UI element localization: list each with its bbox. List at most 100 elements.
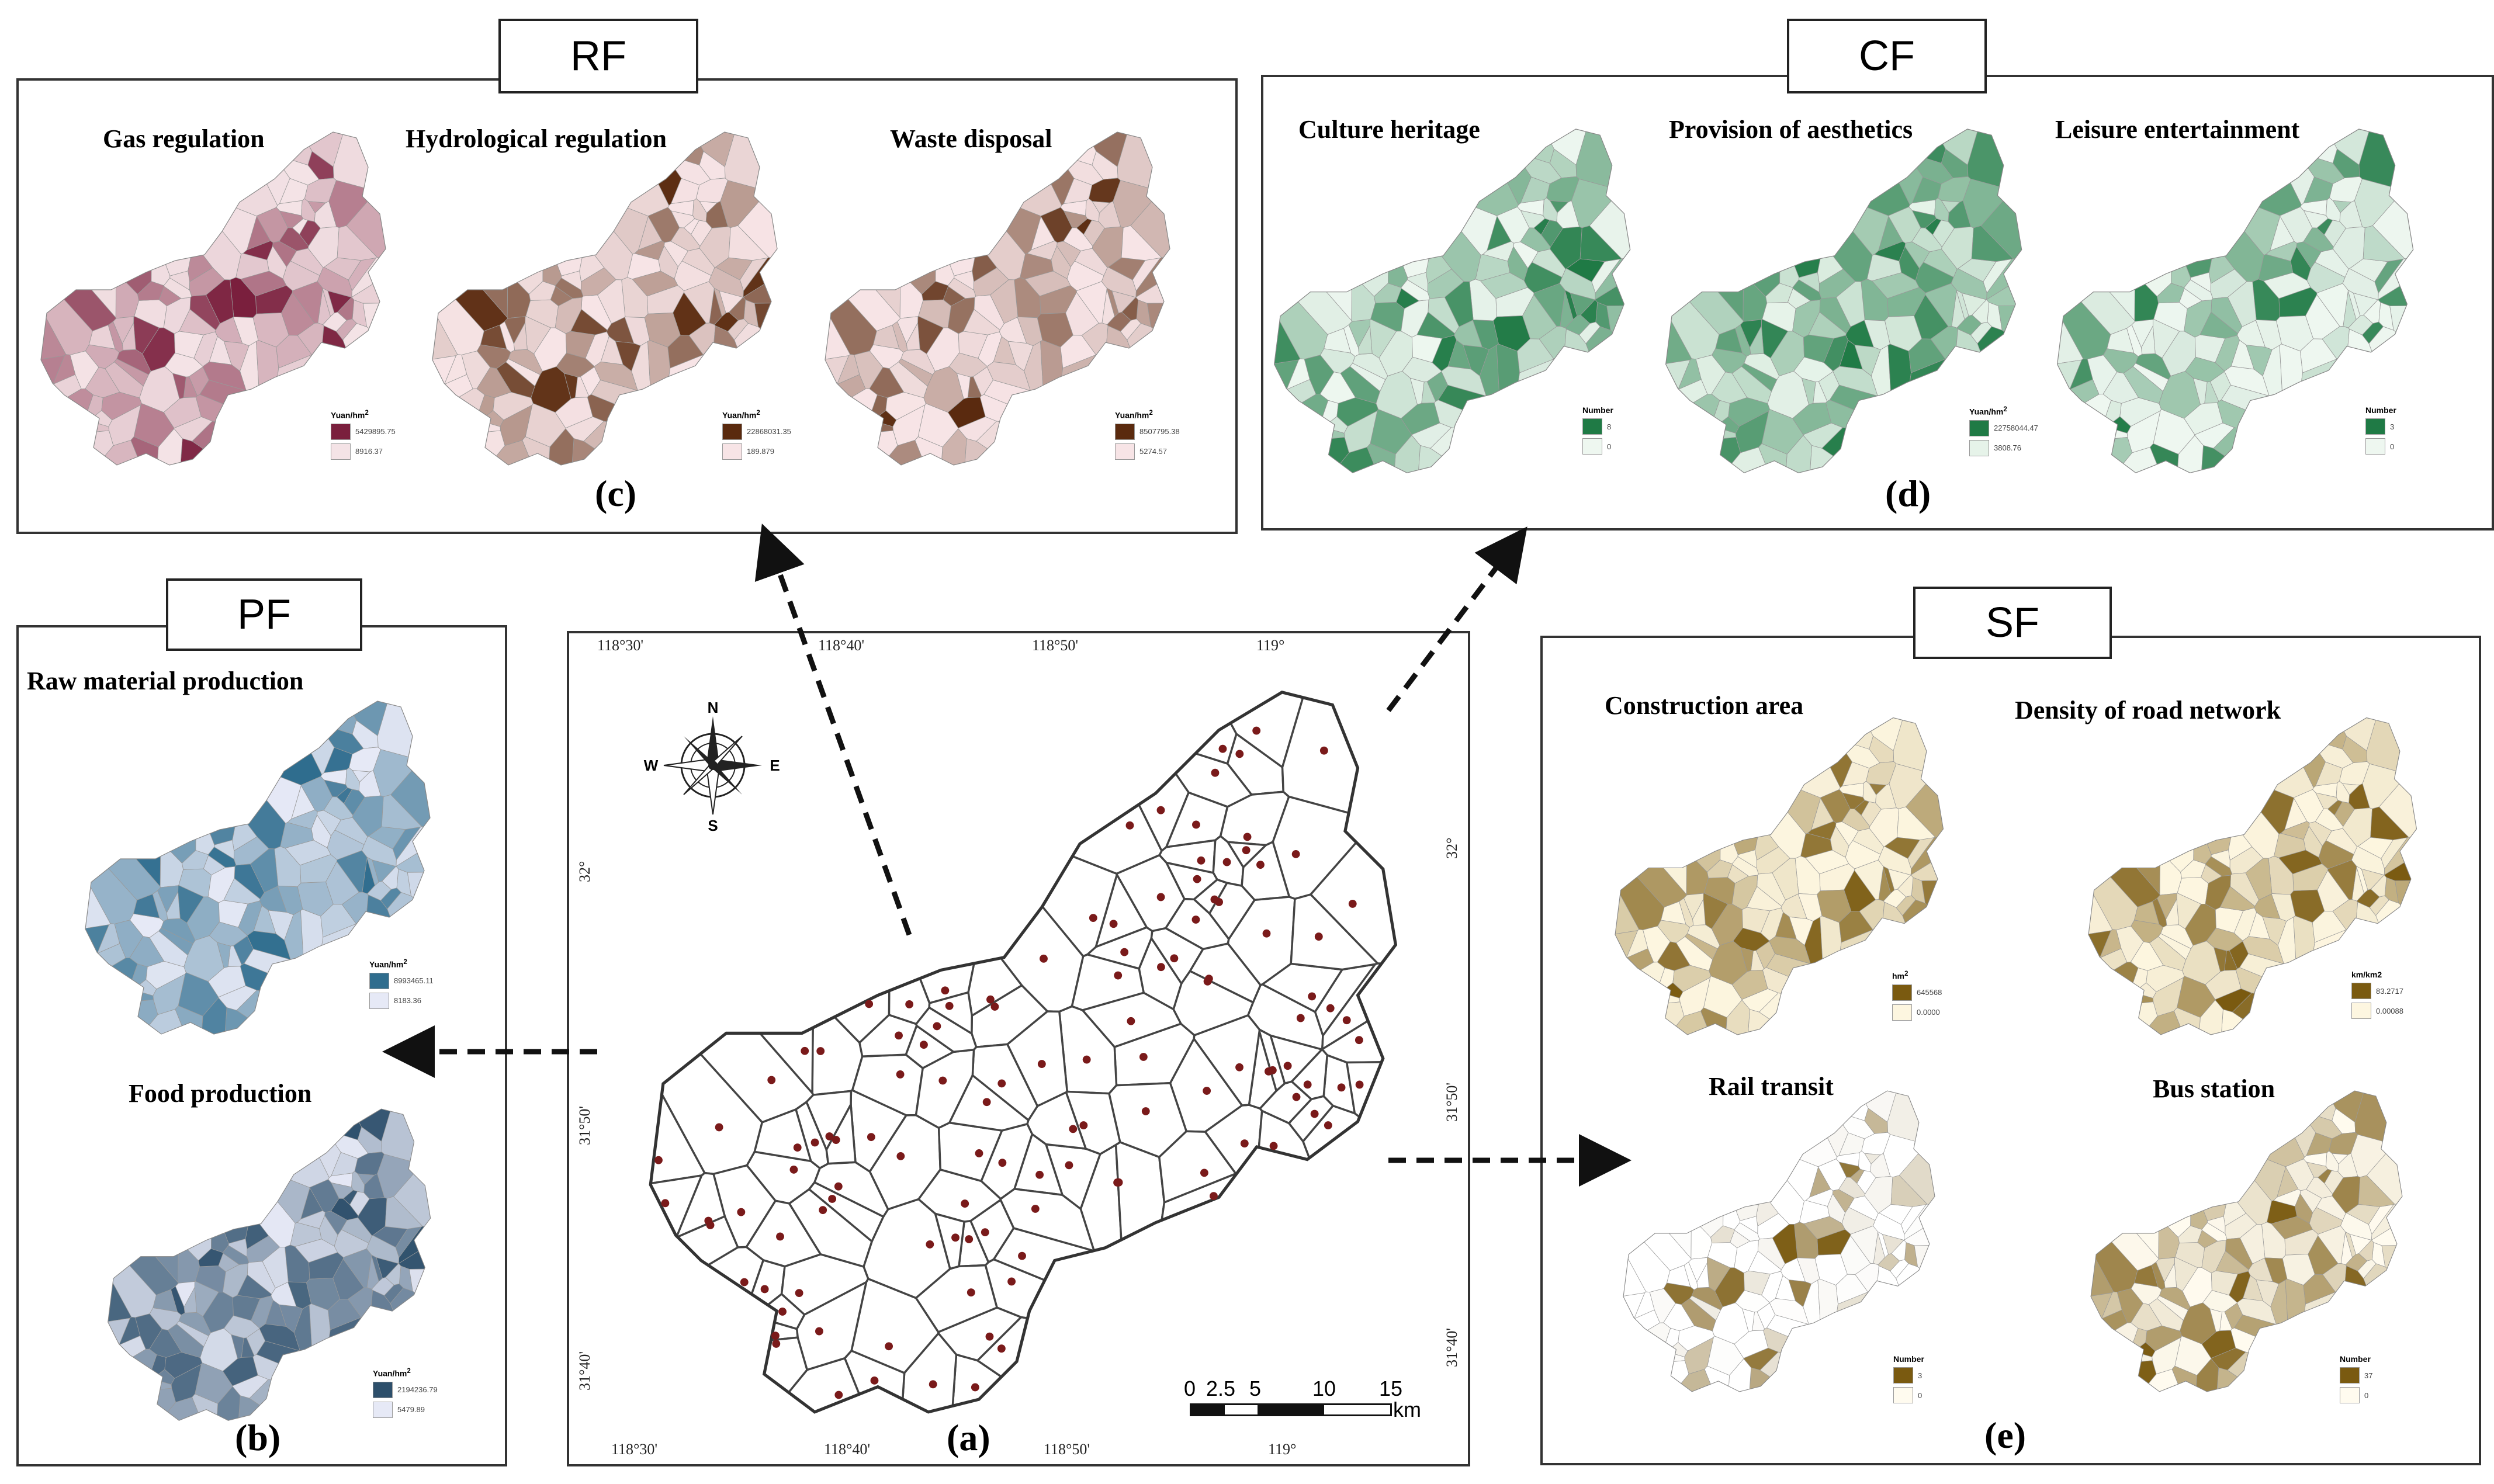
- region-cell: [1541, 220, 1563, 248]
- sample-point: [1203, 977, 1212, 986]
- sample-point: [1089, 914, 1097, 923]
- legend-low-value: 5274.57: [1139, 447, 1167, 456]
- sample-point: [661, 1199, 670, 1208]
- sample-point: [941, 986, 950, 995]
- sample-point: [776, 1232, 784, 1241]
- region-cell: [1691, 1287, 1723, 1310]
- region-cell: [202, 361, 247, 391]
- legend-low-value: 8916.37: [355, 447, 383, 456]
- sample-point: [896, 1152, 905, 1160]
- legend-low-value: 5479.89: [397, 1405, 425, 1414]
- region-cell: [2381, 1245, 2402, 1285]
- sf-map1-title: Construction area: [1605, 691, 1804, 720]
- region-cell: [41, 388, 93, 452]
- cf-provision-of-aesthetics-map: [1665, 129, 2022, 474]
- legend-title-sup: 2: [407, 1367, 411, 1375]
- sample-point: [793, 1143, 802, 1152]
- region-cell: [956, 373, 971, 400]
- legend-title: hm: [1892, 971, 1904, 981]
- legend-title: Yuan/hm: [722, 410, 757, 420]
- region-cell: [928, 991, 974, 1036]
- legend-swatch-low: [1969, 439, 1989, 456]
- region-cell: [2348, 314, 2374, 335]
- sample-point: [1269, 1142, 1278, 1150]
- sample-point: [905, 1000, 914, 1008]
- sample-point: [938, 1076, 947, 1085]
- scale-seg-2: [1224, 1405, 1258, 1414]
- pf-map1-legend: Yuan/hm2 8993465.11 8183.36: [369, 958, 434, 1013]
- region-cell: [1763, 133, 1824, 278]
- legend-swatch-high: [1582, 418, 1602, 435]
- sample-point: [1326, 1004, 1335, 1013]
- region-cell: [153, 973, 186, 1015]
- legend-title: Number: [2365, 405, 2396, 415]
- region-cell: [85, 957, 138, 1021]
- region-cell: [1511, 359, 1630, 473]
- region-cell: [2154, 133, 2215, 278]
- compass-n: N: [708, 699, 719, 716]
- sample-point: [867, 1133, 875, 1142]
- region-cell: [1274, 437, 1350, 473]
- region-cell: [216, 942, 231, 969]
- sample-point: [896, 1070, 905, 1079]
- region-cell: [1801, 377, 1816, 405]
- region-cell: [1684, 1337, 1714, 1375]
- region-outline: [40, 131, 386, 466]
- region-cell: [583, 421, 699, 465]
- region-cell: [192, 421, 308, 465]
- region-cell: [2324, 1170, 2344, 1195]
- region-cell: [2209, 1308, 2222, 1332]
- region-cell: [2099, 929, 2122, 959]
- sample-point: [1114, 971, 1123, 980]
- region-cell: [1352, 353, 1388, 380]
- region-cell: [1520, 176, 1550, 204]
- rf-panel-letter: (c): [595, 473, 637, 514]
- region-cell: [1797, 1091, 1869, 1121]
- region-cell: [2166, 898, 2179, 926]
- sample-point: [1222, 858, 1231, 866]
- sample-point: [1031, 1205, 1040, 1213]
- legend-low-value: 0: [2364, 1391, 2369, 1400]
- sample-point: [1319, 746, 1328, 755]
- region-cell: [1417, 445, 1485, 473]
- sf-construction-area-map: [1615, 717, 1944, 1035]
- region-cell: [825, 430, 898, 465]
- compass-w: W: [644, 757, 659, 774]
- region-cell: [277, 885, 303, 916]
- region-cell: [1696, 1262, 1710, 1288]
- rf-map2-legend: Yuan/hm2 22868031.35 189.879: [722, 409, 791, 463]
- region-cell: [2345, 1253, 2368, 1271]
- region-cell: [795, 1280, 868, 1371]
- region-cell: [1817, 1278, 1838, 1354]
- legend-low-value: 0.00088: [2376, 1006, 2403, 1015]
- region-cell: [2152, 977, 2184, 1017]
- region-cell: [2126, 410, 2161, 453]
- sf-tag: SF: [1913, 587, 2112, 659]
- region-cell: [1715, 328, 1743, 353]
- region-cell: [2176, 1095, 2229, 1221]
- region-cell: [2184, 279, 2214, 301]
- region-cell: [1355, 129, 1519, 216]
- region-cell: [432, 388, 485, 452]
- legend-swatch-high: [369, 972, 389, 989]
- region-cell: [2293, 916, 2315, 995]
- region-cell: [328, 1298, 362, 1330]
- region-cell: [500, 404, 533, 446]
- legend-high-value: 2194236.79: [397, 1385, 438, 1395]
- region-cell: [1060, 335, 1097, 369]
- region-cell: [85, 701, 197, 864]
- scale-bar: [1190, 1403, 1392, 1416]
- region-outline: [825, 131, 1170, 466]
- pf-map2-legend: Yuan/hm2 2194236.79 5479.89: [373, 1367, 438, 1421]
- region-cell: [2309, 1207, 2343, 1235]
- rf-map3-legend: Yuan/hm2 8507795.38 5274.57: [1115, 409, 1180, 463]
- region-cell: [349, 1191, 370, 1216]
- region-cell: [1444, 281, 1474, 327]
- scale-label-0: 0: [1184, 1376, 1196, 1400]
- region-cell: [1441, 366, 1487, 397]
- legend-title: Yuan/hm: [1969, 407, 2004, 417]
- region-cell: [211, 1199, 229, 1253]
- region-cell: [1797, 893, 1823, 921]
- region-cell: [1667, 1265, 1691, 1287]
- region-cell: [632, 271, 678, 297]
